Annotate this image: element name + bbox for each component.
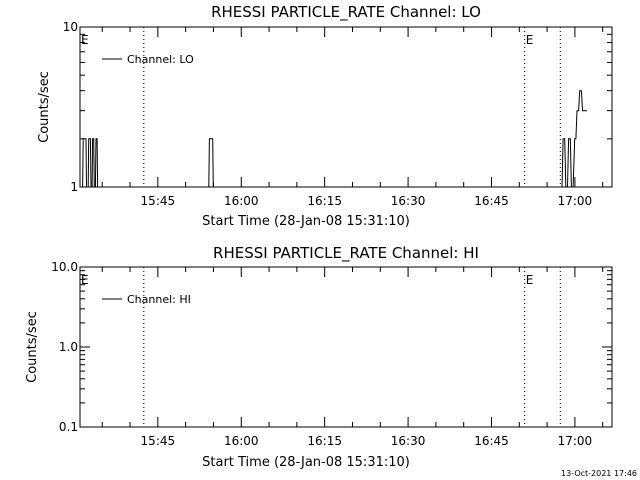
y-tick-label: 1 xyxy=(70,180,78,194)
x-tick-label: 16:30 xyxy=(391,434,426,448)
event-marker: E xyxy=(81,273,89,287)
event-marker: E xyxy=(81,33,89,47)
y-tick-label: 0.1 xyxy=(59,420,78,434)
chart-title: RHESSI PARTICLE_RATE Channel: LO xyxy=(211,3,481,22)
x-tick-label: 17:00 xyxy=(558,194,593,208)
lo-channel-panel: RHESSI PARTICLE_RATE Channel: LO 1 10 15:45… xyxy=(37,3,613,229)
x-tick-label: 16:30 xyxy=(391,194,426,208)
y-tick-label: 10.0 xyxy=(51,260,78,274)
x-tick-label: 15:45 xyxy=(141,194,176,208)
hi-channel-panel: RHESSI PARTICLE_RATE Channel: HI 0.1 1.0 10… xyxy=(25,244,613,470)
x-tick-label: 16:15 xyxy=(307,194,342,208)
x-tick-label: 16:15 xyxy=(307,434,342,448)
x-tick-label: 16:45 xyxy=(474,434,509,448)
x-axis-label: Start Time (28-Jan-08 15:31:10) xyxy=(202,214,410,229)
x-tick-label: 16:45 xyxy=(474,194,509,208)
legend-label: Channel: LO xyxy=(127,53,194,66)
x-tick-label: 15:45 xyxy=(141,434,176,448)
timestamp-label: 13-Oct-2021 17:46 xyxy=(561,469,637,478)
event-marker: E xyxy=(526,273,534,287)
plot-frame xyxy=(79,26,613,188)
plot-frame xyxy=(79,266,613,428)
y-axis-label: Counts/sec xyxy=(25,311,40,383)
y-axis-label: Counts/sec xyxy=(37,71,52,143)
chart-title: RHESSI PARTICLE_RATE Channel: HI xyxy=(213,244,479,263)
legend-label: Channel: HI xyxy=(127,293,191,306)
x-tick-label: 16:00 xyxy=(224,194,259,208)
series-line xyxy=(80,90,587,188)
x-axis-label: Start Time (28-Jan-08 15:31:10) xyxy=(202,455,410,470)
event-marker: E xyxy=(526,33,534,47)
y-tick-label: 10 xyxy=(63,20,78,34)
y-tick-label: 1.0 xyxy=(59,340,78,354)
x-tick-label: 17:00 xyxy=(558,434,593,448)
x-tick-label: 16:00 xyxy=(224,434,259,448)
